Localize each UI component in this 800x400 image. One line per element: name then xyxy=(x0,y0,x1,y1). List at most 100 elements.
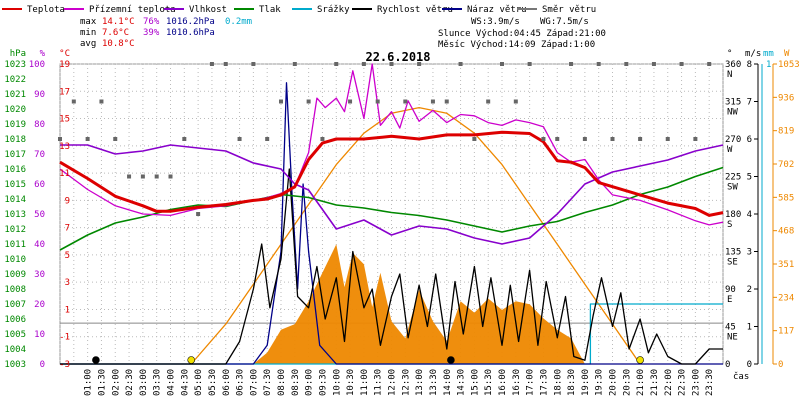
wind-dir-point xyxy=(486,99,491,104)
x-tick-label: 12:00 xyxy=(388,369,398,396)
axis-hpa-tick: 1012 xyxy=(4,225,26,235)
axis-w-tick: 117 xyxy=(778,327,794,337)
axis-w-tick: 936 xyxy=(778,93,794,103)
x-tick-label: 10:30 xyxy=(346,369,356,396)
axis-mm-label: mm xyxy=(763,49,774,59)
stats-max-temp: 14.1°C xyxy=(102,17,135,27)
x-axis-label: čas xyxy=(733,371,749,382)
info-wg: WG:7.5m/s xyxy=(540,17,589,27)
wind-dir-point xyxy=(403,99,408,104)
axis-pct-tick: 20 xyxy=(34,300,45,310)
axis-pct-tick: 40 xyxy=(34,240,45,250)
axis-hpa-tick: 1015 xyxy=(4,180,26,190)
chart-title: 22.6.2018 xyxy=(365,50,430,64)
marker-sunrise xyxy=(187,356,196,364)
x-tick-label: 05:30 xyxy=(208,369,218,396)
marker-sunset xyxy=(636,356,644,364)
x-tick-label: 23:00 xyxy=(691,369,701,396)
x-tick-label: 12:30 xyxy=(401,369,411,396)
wind-dir-point xyxy=(306,99,311,104)
axis-w-tick: 585 xyxy=(778,193,794,203)
legend: Teplota Přízemní teplota Vlhkost Tlak Srážky… xyxy=(2,5,596,15)
axis-hpa-tick: 1019 xyxy=(4,120,26,130)
axis-hpa-tick: 1014 xyxy=(4,195,26,205)
x-tick-label: 11:30 xyxy=(374,369,384,396)
x-tick-label: 09:00 xyxy=(305,369,315,396)
wind-dir-point xyxy=(541,137,546,141)
wind-dir-point xyxy=(665,137,670,141)
x-tick-label: 04:30 xyxy=(180,369,190,396)
axis-hpa-tick: 1020 xyxy=(4,105,26,115)
axis-pct-tick: 30 xyxy=(34,270,45,280)
x-tick-label: 22:00 xyxy=(664,369,674,396)
stats-min-label: min xyxy=(80,28,96,38)
axis-dir-compass: S xyxy=(727,220,732,230)
axis-hpa-tick: 1017 xyxy=(4,150,26,160)
axis-w-tick: 819 xyxy=(778,127,794,137)
axis-pct-tick: 100 xyxy=(29,60,45,70)
wind-dir-point xyxy=(237,137,242,141)
axis-w-tick: 468 xyxy=(778,227,794,237)
axis-ms-tick: 8 xyxy=(747,60,752,70)
axis-w-tick: 1053 xyxy=(778,60,800,70)
x-tick-label: 20:00 xyxy=(609,369,619,396)
axis-ms-tick: 0 xyxy=(747,360,752,370)
axes: hPa1023102210211020101910181017101610151… xyxy=(4,49,799,396)
x-tick-label: 10:00 xyxy=(332,369,342,396)
wind-dir-point xyxy=(417,62,422,66)
x-tick-label: 19:00 xyxy=(581,369,591,396)
axis-hpa-tick: 1005 xyxy=(4,330,26,340)
stats-max-rain: 0.2mm xyxy=(225,17,252,27)
wind-dir-point xyxy=(624,62,629,66)
axis-hpa-tick: 1007 xyxy=(4,300,26,310)
stats-avg-label: avg xyxy=(80,39,96,49)
axis-degc-tick: 5 xyxy=(65,251,70,261)
info-moon: Měsíc Východ:14:09 Západ:1:00 xyxy=(438,40,595,50)
wind-dir-point xyxy=(500,62,504,66)
axis-pct-tick: 80 xyxy=(34,120,45,130)
wind-dir-point xyxy=(582,137,587,141)
wind-dir-point xyxy=(251,62,256,66)
axis-w-tick: 0 xyxy=(778,360,783,370)
axis-degc-tick: 15 xyxy=(59,115,70,125)
stats-avg-temp: 10.8°C xyxy=(102,39,135,49)
axis-pct-tick: 70 xyxy=(34,150,45,160)
wind-dir-point xyxy=(527,62,532,66)
axis-dir-compass: NW xyxy=(727,108,738,118)
wind-dir-point xyxy=(154,174,159,179)
x-tick-label: 04:00 xyxy=(167,369,177,396)
axis-degc-tick: 17 xyxy=(59,87,70,97)
axis-ms-label: m/s xyxy=(745,49,761,59)
x-tick-label: 03:00 xyxy=(139,369,149,396)
series-teplota xyxy=(59,130,724,217)
axis-ms-tick: 5 xyxy=(747,173,752,183)
axis-hpa-tick: 1022 xyxy=(4,75,26,85)
axis-dir-compass: E xyxy=(727,295,732,305)
wind-dir-point xyxy=(555,137,560,141)
stats-max-press: 1016.2hPa xyxy=(166,17,215,27)
series-slune-n-teoretick- xyxy=(190,106,641,365)
x-tick-label: 17:30 xyxy=(539,369,549,396)
series-tlak xyxy=(59,166,724,251)
axis-dir-tick: 135 xyxy=(725,248,741,258)
wind-dir-point xyxy=(610,137,615,141)
series-rychlost-v-tru xyxy=(60,168,723,365)
axis-hpa-tick: 1003 xyxy=(4,360,26,370)
axis-pct-tick: 60 xyxy=(34,180,45,190)
x-tick-label: 08:30 xyxy=(291,369,301,396)
axis-degc-tick: 9 xyxy=(65,196,70,206)
axis-dir-compass: SE xyxy=(727,258,738,268)
axis-w-label: W xyxy=(784,49,790,59)
wind-dir-point xyxy=(209,62,214,66)
axis-dir-tick: 225 xyxy=(725,173,741,183)
axis-hpa-tick: 1021 xyxy=(4,90,26,100)
axis-pct-tick: 90 xyxy=(34,90,45,100)
axis-degc-tick: 11 xyxy=(59,169,70,179)
axis-degc-label: °C xyxy=(59,49,70,59)
axis-dir-compass: SW xyxy=(727,183,738,193)
axis-dir-compass: N xyxy=(727,70,732,80)
axis-degc-tick: 13 xyxy=(59,142,70,152)
wind-dir-point xyxy=(140,174,145,179)
legend-label: Srážky xyxy=(317,5,350,15)
wind-dir-point xyxy=(99,99,104,104)
